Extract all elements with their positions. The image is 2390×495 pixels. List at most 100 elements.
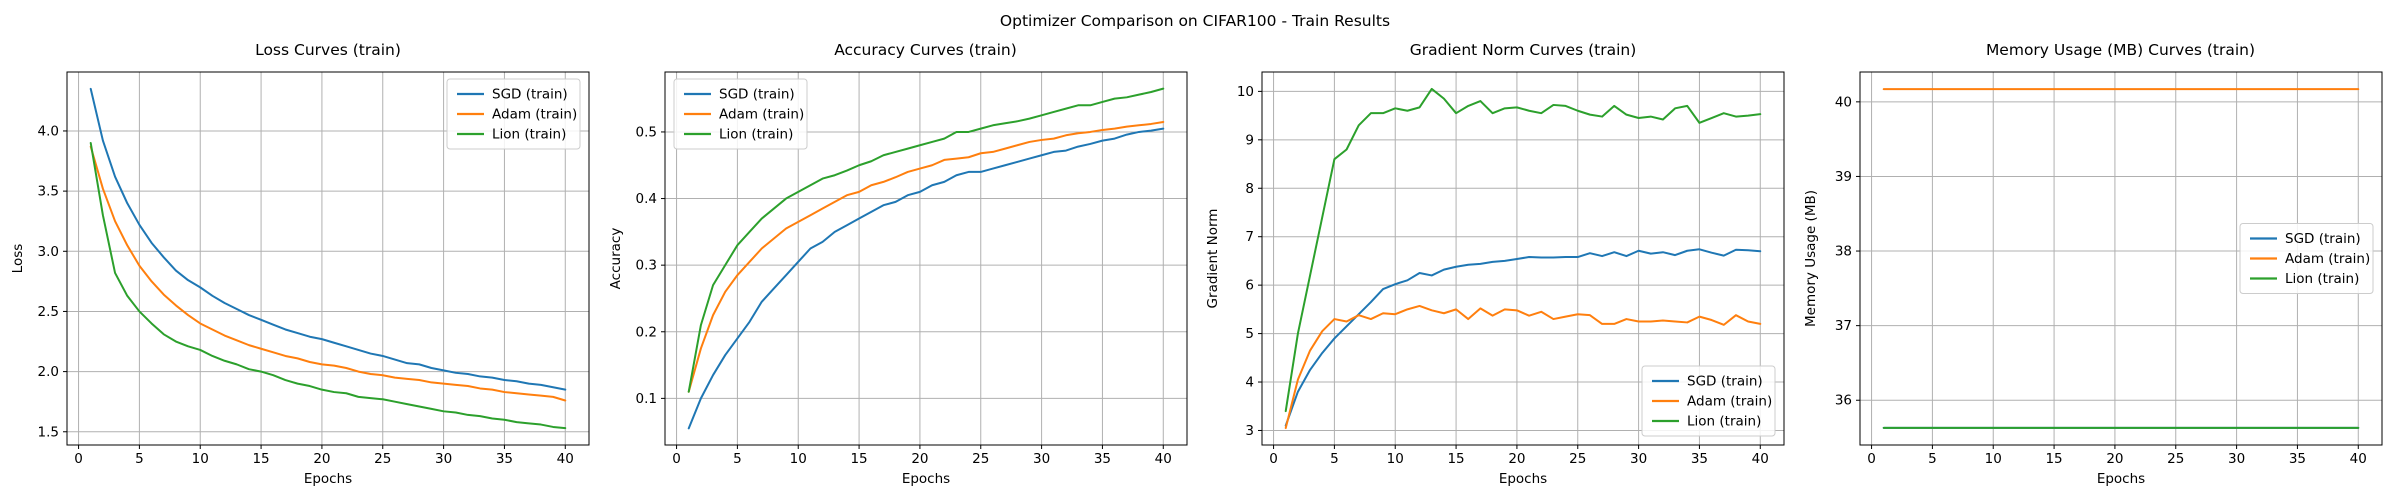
y-tick-label: 6 — [1245, 278, 1254, 294]
x-tick-label: 40 — [2349, 451, 2366, 467]
x-axis: 0 5 10 15 20 25 30 35 40 — [74, 445, 574, 467]
series-line-lion — [687, 87, 1164, 393]
x-tick-label: 35 — [2288, 451, 2305, 467]
x-tick-label: 5 — [733, 451, 742, 467]
y-axis: 1.5 2.0 2.5 3.0 3.5 4.0 — [38, 123, 67, 440]
y-axis-label: Memory Usage (MB) — [1803, 190, 1819, 327]
x-tick-label: 5 — [1330, 451, 1339, 467]
x-axis: 0 5 10 15 20 25 30 35 40 — [1867, 445, 2366, 467]
legend: SGD (train) Adam (train) Lion (train) — [446, 78, 581, 150]
x-tick-label: 0 — [1269, 451, 1278, 467]
x-tick-label: 25 — [2167, 451, 2184, 467]
x-tick-label: 30 — [2228, 451, 2245, 467]
y-tick-label: 3.0 — [38, 244, 59, 260]
x-tick-label: 15 — [2045, 451, 2062, 467]
x-tick-label: 25 — [374, 451, 391, 467]
subplot-title-loss: Loss Curves (train) — [255, 41, 401, 59]
legend-label-lion: Lion (train) — [719, 127, 793, 143]
series-line-lion — [1284, 87, 1762, 413]
x-tick-label: 10 — [192, 451, 209, 467]
x-tick-label: 15 — [1447, 451, 1464, 467]
y-axis-label: Gradient Norm — [1205, 209, 1221, 309]
legend-box — [1641, 365, 1776, 437]
y-axis-label: Loss — [10, 244, 26, 274]
x-tick-label: 0 — [74, 451, 83, 467]
x-tick-label: 20 — [313, 451, 330, 467]
series-group — [1284, 87, 1762, 430]
y-tick-label: 3 — [1245, 423, 1254, 439]
y-tick-label: 37 — [1834, 318, 1851, 334]
y-tick-label: 0.5 — [635, 124, 656, 140]
x-axis-label: Epochs — [901, 471, 949, 487]
y-tick-label: 2.5 — [38, 304, 59, 320]
subplot-accuracy: Accuracy Curves (train) 0 5 10 15 20 25 30 35 40… — [598, 0, 1196, 495]
series-group — [89, 87, 567, 430]
x-tick-label: 40 — [557, 451, 574, 467]
x-tick-label: 10 — [1984, 451, 2001, 467]
loss-chart-canvas: 0 5 10 15 20 25 30 35 40 1.5 2.0 2.5 3.0 3.5 4.0 Epochs… — [10, 71, 590, 487]
x-axis-label: Epochs — [2096, 471, 2144, 487]
y-tick-label: 1.5 — [38, 424, 59, 440]
subplot-loss: Loss Curves (train) 0 5 10 15 20 25 30 35 40 1.5 2… — [0, 0, 598, 495]
y-tick-label: 3.5 — [38, 184, 59, 200]
x-tick-label: 30 — [1630, 451, 1647, 467]
y-tick-label: 0.3 — [635, 258, 656, 274]
x-tick-label: 15 — [850, 451, 867, 467]
y-tick-label: 8 — [1245, 181, 1254, 197]
legend-label-adam: Adam (train) — [1687, 394, 1772, 410]
series-line-adam — [89, 145, 567, 402]
subplot-gradient-norm: Gradient Norm Curves (train) 0 5 10 15 20 25 3… — [1195, 0, 1793, 495]
y-axis: 3 4 5 6 7 8 9 10 — [1237, 84, 1262, 439]
legend-label-sgd: SGD (train) — [1687, 374, 1763, 390]
subplot-title-memory-usage: Memory Usage (MB) Curves (train) — [1985, 41, 2256, 59]
series-line-adam — [1284, 304, 1762, 430]
x-axis-label: Epochs — [304, 471, 352, 487]
gradient-norm-chart-canvas: 0 5 10 15 20 25 30 35 40 3 4 5 6 7 8 9 10 Epochs Gradient … — [1205, 71, 1785, 487]
x-axis: 0 5 10 15 20 25 30 35 40 — [672, 445, 1171, 467]
x-tick-label: 15 — [252, 451, 269, 467]
legend-box — [2239, 223, 2373, 294]
x-tick-label: 0 — [1867, 451, 1876, 467]
x-axis: 0 5 10 15 20 25 30 35 40 — [1269, 445, 1769, 467]
figure-suptitle: Optimizer Comparison on CIFAR100 - Train… — [999, 12, 1391, 30]
series-line-sgd — [89, 87, 567, 391]
legend-label-sgd: SGD (train) — [492, 87, 568, 103]
x-tick-label: 25 — [1569, 451, 1586, 467]
x-tick-label: 25 — [972, 451, 989, 467]
x-axis-label: Epochs — [1499, 471, 1547, 487]
x-tick-label: 20 — [1508, 451, 1525, 467]
y-tick-label: 4 — [1245, 375, 1254, 391]
legend: SGD (train) Adam (train) Lion (train) — [1641, 365, 1776, 437]
x-tick-label: 40 — [1752, 451, 1769, 467]
grid-lines — [1859, 72, 2382, 445]
x-tick-label: 35 — [1691, 451, 1708, 467]
y-axis-label: Accuracy — [608, 228, 624, 290]
legend-box — [446, 78, 581, 150]
x-tick-label: 0 — [672, 451, 681, 467]
accuracy-chart-canvas: 0 5 10 15 20 25 30 35 40 0.1 0.2 0.3 0.4 0.5 Epochs Acc… — [608, 71, 1187, 487]
y-tick-label: 40 — [1834, 94, 1851, 110]
plot-border — [1261, 71, 1785, 446]
x-tick-label: 40 — [1154, 451, 1171, 467]
y-axis: 0.1 0.2 0.3 0.4 0.5 — [635, 124, 665, 407]
plot-border — [66, 71, 590, 446]
x-tick-label: 35 — [1093, 451, 1110, 467]
legend-label-lion: Lion (train) — [2285, 271, 2359, 287]
legend-label-adam: Adam (train) — [492, 107, 577, 123]
y-tick-label: 38 — [1834, 244, 1851, 260]
subplot-title-gradient-norm: Gradient Norm Curves (train) — [1409, 41, 1637, 59]
y-tick-label: 0.4 — [635, 191, 656, 207]
plot-border — [664, 71, 1187, 446]
legend-label-sgd: SGD (train) — [719, 87, 795, 103]
y-tick-label: 2.0 — [38, 364, 59, 380]
series-line-lion — [89, 141, 567, 430]
y-tick-label: 0.2 — [635, 324, 656, 340]
legend-label-adam: Adam (train) — [2285, 251, 2370, 267]
x-tick-label: 10 — [1387, 451, 1404, 467]
y-tick-label: 7 — [1245, 229, 1254, 245]
memory-usage-chart-canvas: 0 5 10 15 20 25 30 35 40 36 37 38 39 40 Epochs Memory U… — [1803, 71, 2382, 487]
series-group — [1882, 88, 2359, 429]
y-tick-label: 10 — [1237, 84, 1254, 100]
x-tick-label: 5 — [135, 451, 144, 467]
